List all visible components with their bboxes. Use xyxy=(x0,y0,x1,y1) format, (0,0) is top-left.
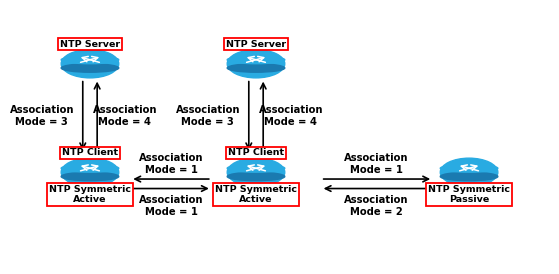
Text: Association
Mode = 3: Association Mode = 3 xyxy=(176,105,240,127)
Text: NTP Server: NTP Server xyxy=(60,40,120,49)
Circle shape xyxy=(61,158,119,186)
Text: Association
Mode = 4: Association Mode = 4 xyxy=(259,105,323,127)
Ellipse shape xyxy=(227,56,285,64)
Text: Association
Mode = 1: Association Mode = 1 xyxy=(139,195,203,217)
Ellipse shape xyxy=(61,164,119,172)
Text: NTP Symmetric
Active: NTP Symmetric Active xyxy=(49,185,131,204)
Text: NTP Client: NTP Client xyxy=(62,148,118,157)
Text: Association
Mode = 4: Association Mode = 4 xyxy=(93,105,157,127)
Ellipse shape xyxy=(440,172,498,181)
Ellipse shape xyxy=(227,172,285,181)
Ellipse shape xyxy=(61,64,119,72)
Circle shape xyxy=(61,50,119,78)
Ellipse shape xyxy=(61,56,119,64)
Text: NTP Server: NTP Server xyxy=(226,40,286,49)
Text: Association
Mode = 2: Association Mode = 2 xyxy=(344,195,408,217)
Ellipse shape xyxy=(227,164,285,172)
Circle shape xyxy=(227,158,285,186)
Text: Association
Mode = 1: Association Mode = 1 xyxy=(139,153,203,175)
Text: Association
Mode = 1: Association Mode = 1 xyxy=(344,153,408,175)
Ellipse shape xyxy=(440,164,498,172)
Text: NTP Client: NTP Client xyxy=(228,148,284,157)
Text: Association
Mode = 3: Association Mode = 3 xyxy=(10,105,74,127)
Ellipse shape xyxy=(61,172,119,181)
Circle shape xyxy=(227,50,285,78)
Text: NTP Symmetric
Passive: NTP Symmetric Passive xyxy=(428,185,510,204)
Text: NTP Symmetric
Active: NTP Symmetric Active xyxy=(215,185,297,204)
Ellipse shape xyxy=(227,64,285,72)
Circle shape xyxy=(440,158,498,186)
